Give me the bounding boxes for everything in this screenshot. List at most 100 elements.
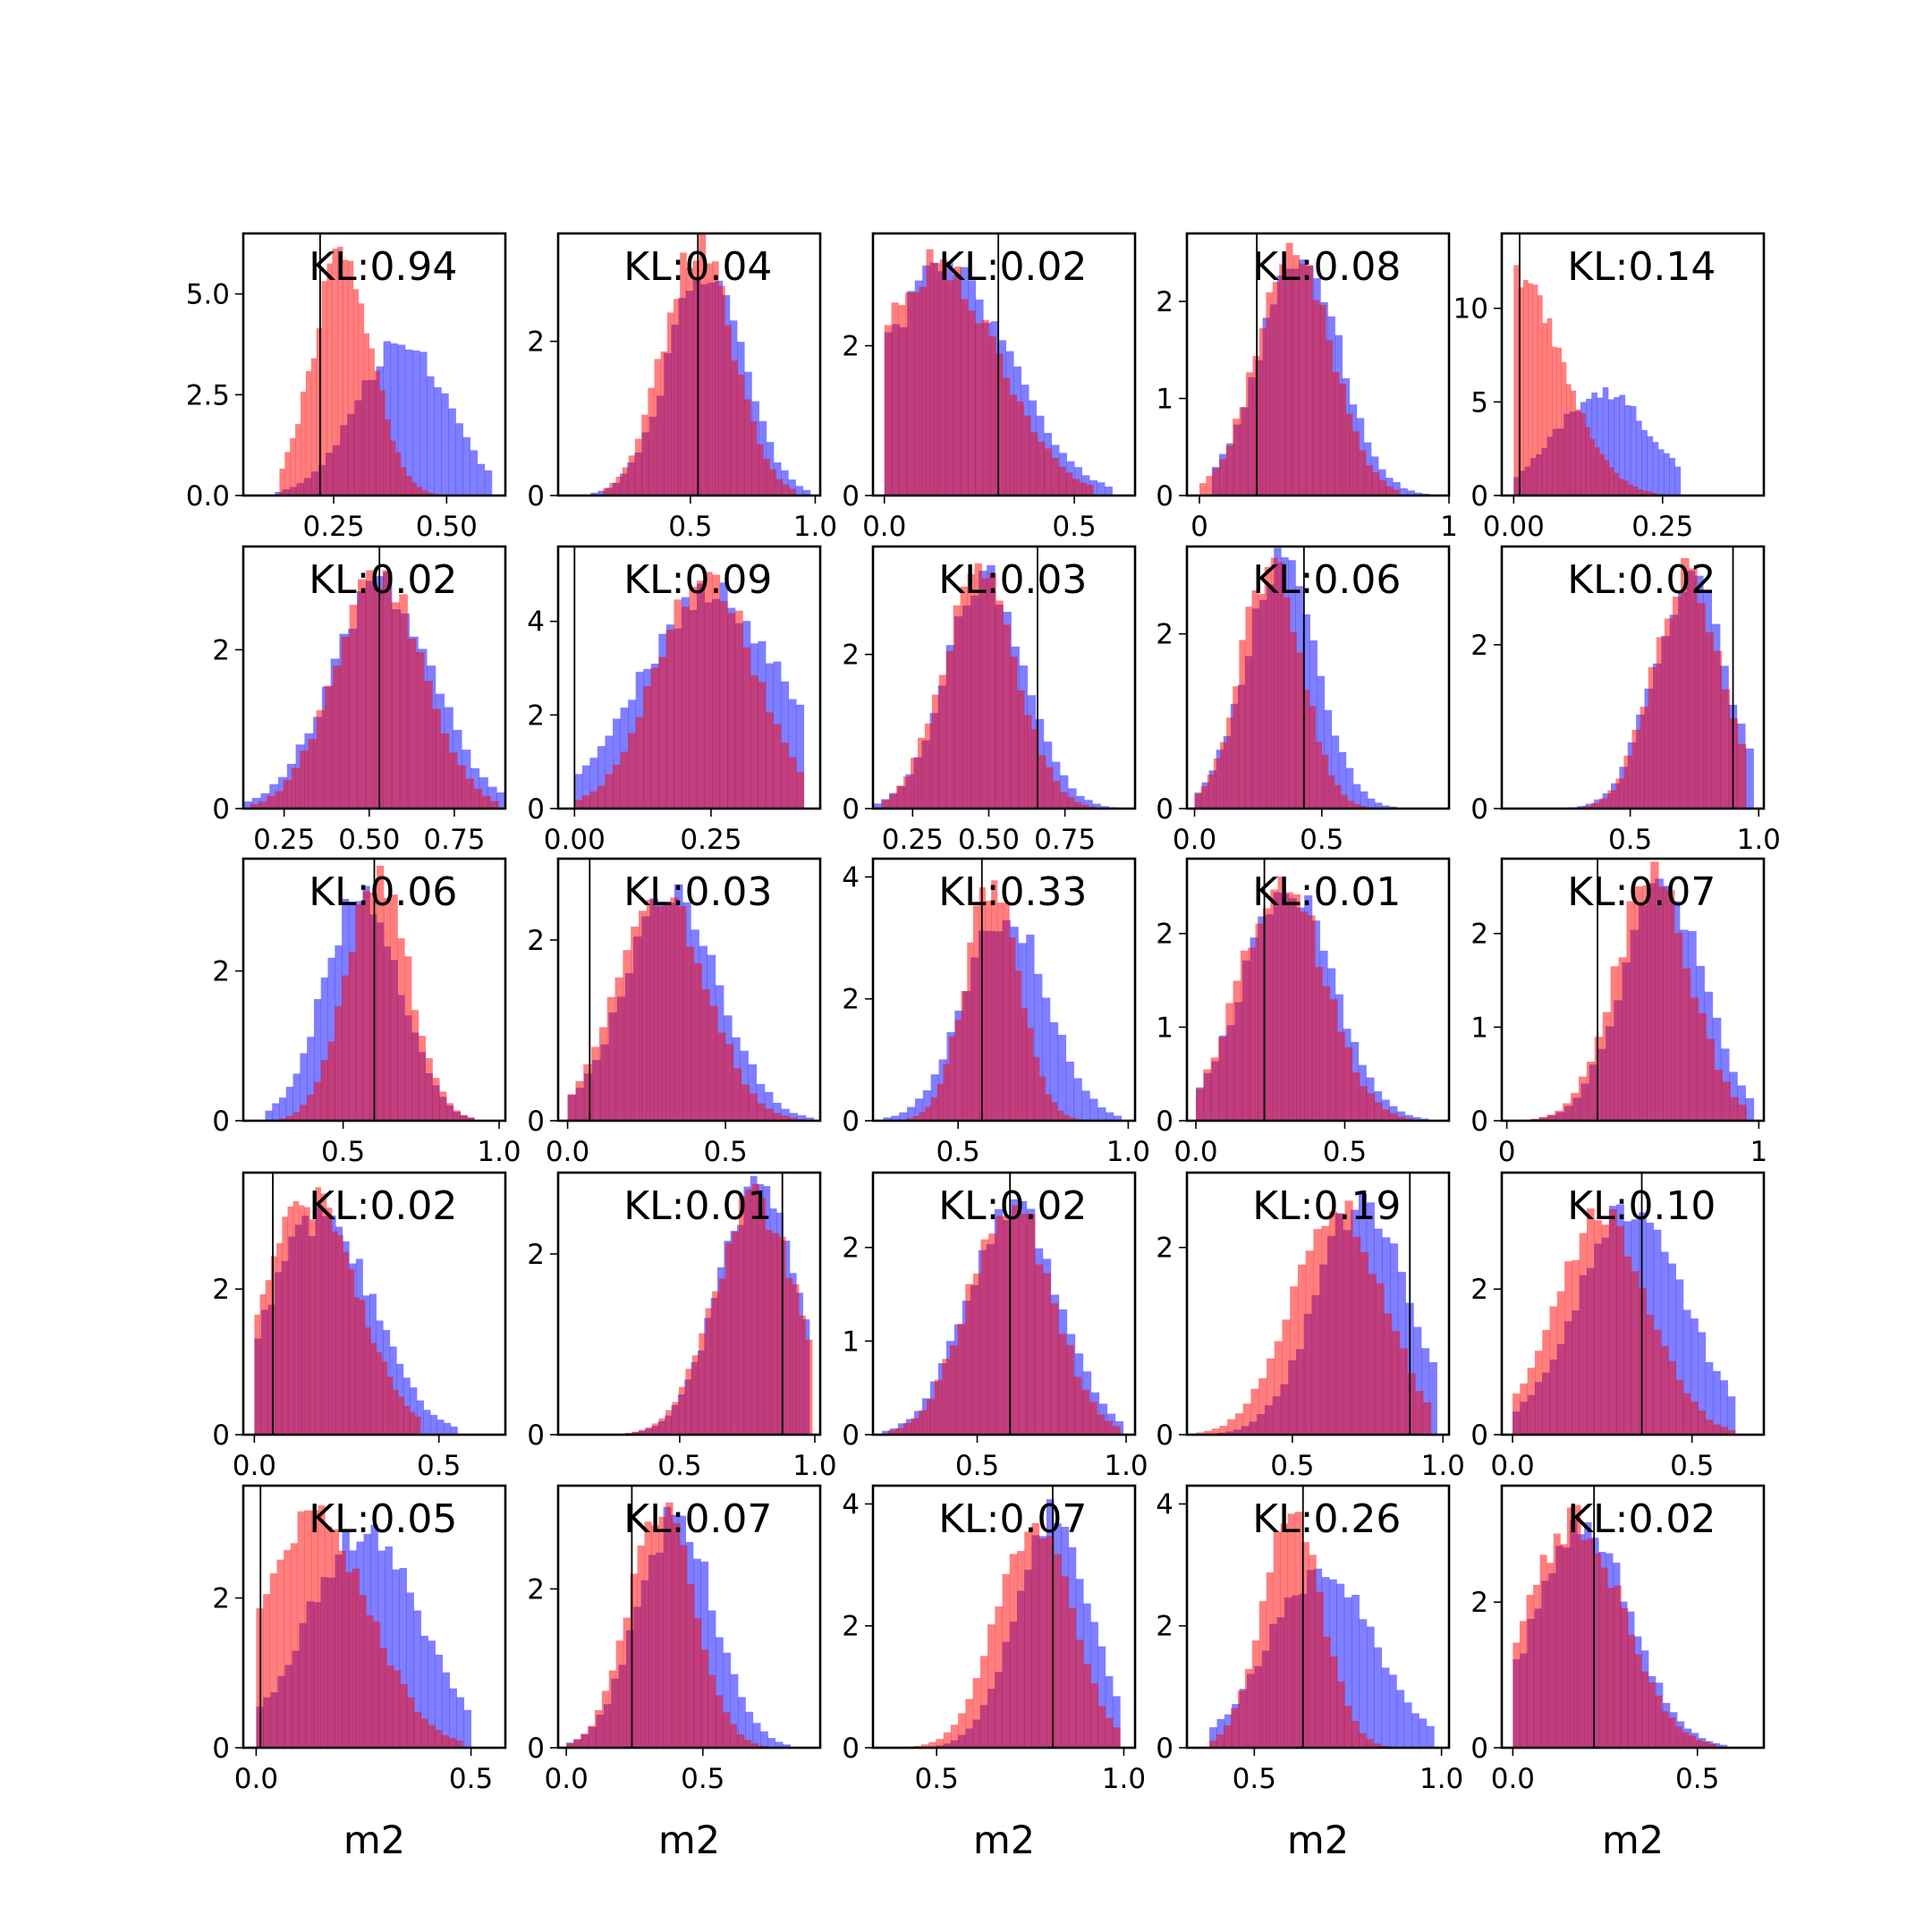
prior-bar <box>946 280 954 496</box>
posterior-bar <box>597 490 606 496</box>
prior-bar <box>692 260 700 496</box>
y-tick-label: 0 <box>527 480 545 513</box>
panel-plot-area <box>566 1486 791 1748</box>
y-tick-label: 0 <box>527 1419 545 1452</box>
y-tick-label: 0 <box>842 793 860 826</box>
prior-bar <box>341 636 351 809</box>
prior-bar <box>1315 967 1323 1121</box>
prior-bar <box>757 1103 766 1121</box>
posterior-bar <box>781 1108 790 1121</box>
prior-bar <box>1276 562 1284 809</box>
posterior-bar <box>1057 1034 1067 1121</box>
prior-bar <box>1287 1513 1295 1748</box>
posterior-bar <box>1097 1646 1106 1748</box>
prior-bar <box>370 1343 377 1435</box>
prior-bar <box>1352 431 1360 496</box>
x-tick-label: 0.5 <box>1608 824 1652 856</box>
prior-bar <box>455 1740 463 1748</box>
posterior-bar <box>1049 1021 1059 1121</box>
posterior-bar <box>881 1430 891 1435</box>
x-tick-label: 0.0 <box>545 1763 589 1795</box>
prior-bar <box>773 724 782 809</box>
prior-bar <box>1301 1542 1309 1748</box>
posterior-bar <box>479 777 488 809</box>
prior-bar <box>574 800 583 809</box>
prior-bar <box>936 1083 944 1121</box>
x-tick-label: 0.5 <box>703 1136 747 1168</box>
posterior-bar <box>427 376 435 496</box>
posterior-bar <box>455 423 463 496</box>
posterior-bar <box>1729 1072 1738 1121</box>
prior-bar <box>345 1572 353 1748</box>
prior-bar <box>316 328 322 496</box>
prior-bar <box>1565 384 1572 496</box>
y-tick-label: 0 <box>1156 480 1174 513</box>
y-tick-label: 0 <box>212 1733 230 1765</box>
prior-bar <box>895 1428 904 1435</box>
panel-1-1: 0.0 2.5 5.0 0.25 0.50 KL:0.94 <box>186 232 507 543</box>
x-tick-label: 0.5 <box>1300 824 1343 856</box>
prior-bar <box>1046 767 1054 809</box>
prior-bar <box>411 1010 419 1121</box>
kl-annotation: KL:0.02 <box>1567 557 1716 603</box>
posterior-bar <box>1727 1396 1736 1435</box>
prior-bar <box>700 1649 709 1748</box>
panel-plot-area <box>275 233 493 496</box>
x-tick-label: 0.5 <box>1675 1763 1719 1795</box>
prior-bar <box>1563 1103 1572 1121</box>
prior-bar <box>405 476 412 496</box>
x-tick-label: 0.5 <box>1323 1136 1367 1168</box>
prior-bar <box>290 1543 298 1748</box>
prior-bar <box>326 263 333 496</box>
y-tick-label: 2 <box>527 1239 545 1271</box>
prior-bar <box>1054 1554 1062 1748</box>
prior-bar <box>1024 715 1032 809</box>
y-tick-label: 0 <box>842 1733 860 1765</box>
kl-annotation: KL:0.01 <box>623 1183 772 1229</box>
panel-5-4: 0 2 4 0.5 1.0 KL:0.26 m2 <box>1156 1484 1463 1863</box>
prior-bar <box>490 801 499 809</box>
prior-bar <box>1003 902 1010 1121</box>
prior-bar <box>1244 1668 1253 1748</box>
prior-bar <box>1720 1427 1728 1435</box>
prior-bar <box>258 801 267 809</box>
prior-bar <box>665 1410 673 1435</box>
prior-bar <box>397 938 405 1121</box>
posterior-bar <box>899 1112 908 1121</box>
posterior-bar <box>1113 1115 1123 1121</box>
x-axis-label: m2 <box>1287 1818 1349 1863</box>
prior-bar <box>1601 1224 1610 1435</box>
prior-bar <box>1031 1522 1040 1748</box>
prior-bar <box>1392 1331 1401 1435</box>
prior-bar <box>805 1339 813 1435</box>
prior-bar <box>363 333 370 496</box>
prior-bar <box>622 467 630 496</box>
posterior-bar <box>1382 805 1390 809</box>
prior-bar <box>1299 263 1307 496</box>
prior-bar <box>1695 1740 1703 1748</box>
prior-bar <box>670 897 679 1121</box>
prior-bar <box>1560 1544 1568 1748</box>
prior-bar <box>1623 480 1629 496</box>
posterior-bar <box>1614 397 1620 496</box>
posterior-bar <box>260 792 270 809</box>
prior-bar <box>284 1549 292 1748</box>
prior-bar <box>1608 467 1614 496</box>
prior-bar <box>1689 1735 1697 1748</box>
prior-bar <box>1345 413 1353 496</box>
posterior-bar <box>411 350 420 496</box>
prior-bar <box>1604 460 1610 496</box>
y-tick-label: 0 <box>1156 1419 1174 1452</box>
prior-bar <box>658 1418 666 1435</box>
posterior-bar <box>788 479 796 496</box>
posterior-bar <box>313 998 322 1121</box>
prior-bar <box>465 778 475 809</box>
prior-bar <box>1706 1038 1715 1121</box>
prior-bar <box>1337 1682 1345 1748</box>
prior-bar <box>985 901 992 1121</box>
prior-bar <box>376 1352 383 1435</box>
prior-bar <box>758 682 767 809</box>
prior-bar <box>1658 886 1667 1121</box>
prior-bar <box>1372 472 1380 496</box>
prior-bar <box>628 455 636 496</box>
